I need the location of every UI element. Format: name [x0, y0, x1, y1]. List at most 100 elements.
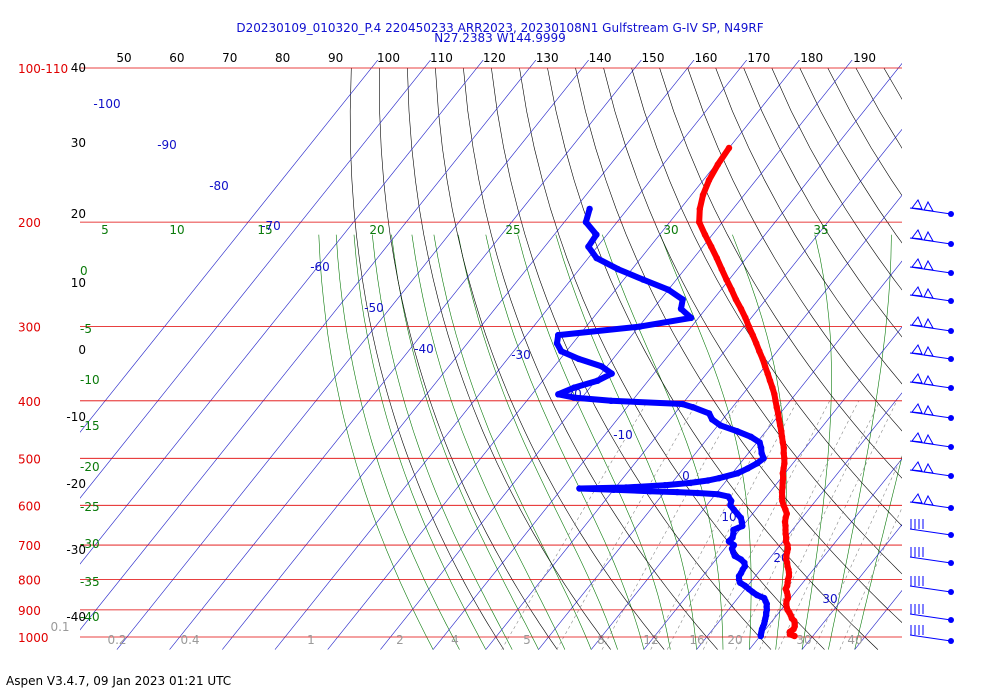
dry-adiabat-line [912, 68, 1000, 650]
isotherm-lines [80, 60, 902, 650]
temperature-point [779, 479, 786, 487]
isotherm-line [274, 60, 748, 650]
temperature-point [725, 144, 733, 152]
green-left-label: -15 [80, 419, 100, 433]
temperature-point [696, 205, 703, 213]
temperature-point [701, 231, 709, 238]
temperature-point [776, 422, 784, 429]
top-temperature-label: 160 [694, 51, 717, 65]
altitude-label: 0 [78, 343, 86, 357]
isotherm-line [222, 60, 695, 650]
temperature-point [779, 484, 786, 491]
dry-adiabat-line [603, 67, 902, 575]
temperature-point [761, 363, 769, 370]
pressure-label: 500 [18, 452, 41, 466]
dewpoint-point [725, 493, 732, 500]
dewpoint-point [730, 526, 737, 534]
dewpoint-point [677, 305, 685, 312]
wind-barbs [909, 199, 954, 644]
top-temperature-label: 50 [116, 51, 131, 65]
dry-adiabat-line [996, 68, 1000, 650]
temperature-point [708, 243, 715, 250]
wind-barb-flag [911, 286, 923, 297]
temperature-point [732, 296, 740, 303]
altitude-label: -20 [66, 477, 86, 491]
dewpoint-point [734, 470, 741, 477]
dewpoint-point [737, 556, 745, 563]
pressure-label: 800 [18, 573, 41, 587]
top-temperature-label: 130 [536, 51, 559, 65]
dewpoint-point [585, 243, 592, 250]
green-left-label: -35 [80, 575, 100, 589]
pressure-label: 1000 [18, 631, 49, 645]
dewpoint-point [733, 428, 741, 435]
temperature-point [753, 340, 760, 347]
temperature-point [745, 323, 753, 330]
wind-barb-flag [923, 317, 934, 329]
mixing-ratio-line [735, 400, 859, 650]
dewpoint-point [614, 265, 622, 273]
moist-adiabat-line [433, 234, 592, 650]
mixing-ratio-label: 20 [727, 633, 742, 647]
dewpoint-point [555, 331, 562, 339]
moist-adiabat-line [602, 234, 724, 650]
wind-barb-flag [911, 316, 923, 327]
dewpoint-point [553, 340, 561, 347]
green-top-label: 30 [663, 223, 678, 237]
isotherm-line [801, 524, 902, 650]
isotherm-line [80, 60, 379, 433]
dewpoint-point [555, 391, 562, 398]
isotherm-label: 10 [721, 510, 736, 524]
dewpoint-point [757, 444, 765, 451]
mixing-ratio-label: 16 [689, 633, 704, 647]
wind-barb-flag [923, 404, 934, 416]
dewpoint-point [576, 485, 583, 492]
mixing-ratio-label: 40 [847, 633, 862, 647]
mixing-ratio-label: 5 [523, 633, 531, 647]
temperature-point [759, 355, 766, 363]
dewpoint-point [715, 475, 723, 482]
dry-adiabat-line [771, 67, 902, 291]
pressure-label: 300 [18, 321, 41, 335]
wind-barb-flag [911, 258, 923, 269]
pressure-lines [80, 67, 902, 638]
moist-adiabats [318, 234, 902, 650]
top-temperature-label: 90 [328, 51, 343, 65]
dewpoint-point [758, 449, 765, 457]
temperature-point [769, 384, 776, 391]
top-temperature-label: 170 [747, 51, 770, 65]
mixing-ratio-line [650, 400, 783, 650]
mixing-ratio-label: 8 [597, 633, 605, 647]
wind-barb-flag [911, 229, 923, 240]
mixing-ratio-line [666, 400, 798, 650]
temperature-point [773, 404, 780, 411]
temperature-point [780, 465, 787, 472]
dry-adiabat-line [407, 67, 611, 650]
top-temperature-label: 70 [222, 51, 237, 65]
dewpoint-point [687, 479, 694, 487]
dewpoint-point [687, 314, 695, 322]
green-top-label: 25 [505, 223, 520, 237]
mixing-ratio-line [759, 400, 881, 650]
moist-adiabat-line [828, 234, 892, 650]
wind-barb-flag [911, 199, 923, 210]
dewpoint-point [708, 416, 716, 423]
moist-adiabat-line [335, 234, 460, 650]
dewpoint-point [689, 404, 697, 411]
pressure-label: 700 [18, 539, 41, 553]
dewpoint-point [753, 460, 761, 467]
top-temperature-label: 100 [377, 51, 400, 65]
temperature-point [781, 455, 788, 462]
chart-subtitle: N27.2383 W144.9999 [434, 31, 566, 45]
temperature-point [779, 439, 786, 446]
altitude-label: 30 [71, 136, 86, 150]
wind-barb-flag [911, 344, 923, 355]
green-left-label: -40 [80, 610, 100, 624]
green-left-label: 0 [80, 264, 88, 278]
green-left-label: -30 [80, 537, 100, 551]
mixing-ratio-label: 1 [307, 633, 315, 647]
dry-adiabat-line [687, 67, 902, 432]
wind-barb-staff [909, 613, 952, 621]
dry-adiabat-line [827, 67, 902, 197]
